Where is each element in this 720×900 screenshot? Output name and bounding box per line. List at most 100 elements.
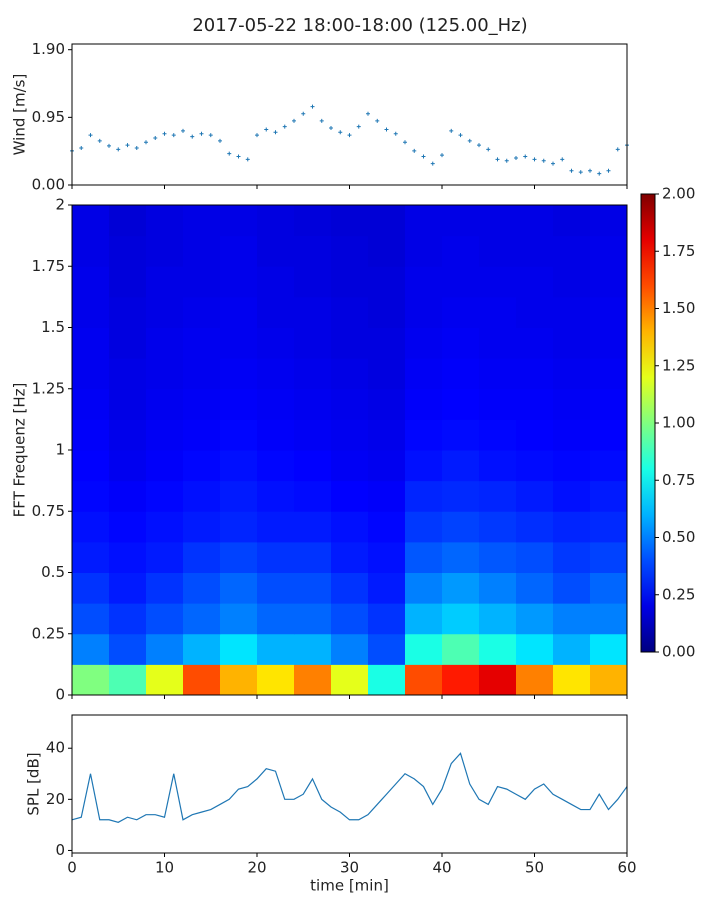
heatmap-cell (294, 541, 332, 573)
heatmap-cell (405, 266, 443, 298)
x-tick-label: 60 (617, 859, 636, 877)
heatmap-cell (220, 541, 258, 573)
heatmap-cell (183, 419, 221, 451)
heatmap-cell (257, 205, 295, 237)
heatmap-cell (294, 327, 332, 359)
wind-point (125, 143, 130, 148)
wind-point (588, 168, 592, 173)
heatmap-cell (516, 541, 554, 573)
heatmap-cell (257, 388, 295, 420)
heatmap-cell (368, 205, 406, 237)
wind-point (541, 158, 546, 163)
heatmap-cell (183, 572, 221, 604)
heatmap-cell (553, 541, 591, 573)
wind-point (421, 154, 426, 159)
heatmap-cell (442, 388, 480, 420)
heatmap-cell (553, 266, 591, 298)
heatmap-cell (590, 388, 628, 420)
heatmap-cell (516, 388, 554, 420)
wind-point (375, 118, 380, 123)
heatmap-cell (257, 327, 295, 359)
heatmap-cell (72, 664, 110, 696)
heatmap-cell (590, 266, 628, 298)
heatmap-cell (368, 388, 406, 420)
heatmap-cell (294, 450, 332, 482)
y-tick-label: 1.75 (32, 257, 65, 275)
heatmap-cell (146, 572, 184, 604)
heatmap-cell (146, 633, 184, 665)
heatmap-cell (220, 603, 258, 635)
x-tick-label: 40 (432, 859, 451, 877)
wind-point (255, 133, 259, 138)
heatmap-cell (220, 572, 258, 604)
wind-point (440, 153, 444, 158)
heatmap-cell (553, 603, 591, 635)
heatmap-cell (109, 419, 147, 451)
heatmap-cell (590, 603, 628, 635)
heatmap-cell (183, 296, 221, 328)
heatmap-cell (331, 327, 369, 359)
heatmap-cell (405, 235, 443, 267)
y-tick-label: 0 (55, 841, 65, 859)
heatmap-cell (294, 235, 332, 267)
heatmap-cell (590, 572, 628, 604)
y-tick-label: 20 (46, 790, 65, 808)
heatmap-cell (109, 480, 147, 512)
heatmap-cell (368, 633, 406, 665)
heatmap-cell (72, 388, 110, 420)
heatmap-cell (368, 235, 406, 267)
heatmap-cell (146, 266, 184, 298)
heatmap-cell (442, 603, 480, 635)
wind-point (597, 171, 602, 176)
wind-point (79, 145, 84, 150)
heatmap-cell (442, 205, 480, 237)
heatmap-cell (183, 450, 221, 482)
y-tick-label: 1.90 (32, 40, 65, 58)
heatmap-cell (479, 419, 517, 451)
heatmap-cell (405, 419, 443, 451)
heatmap-cell (331, 266, 369, 298)
heatmap-cell (220, 205, 258, 237)
heatmap-cell (368, 480, 406, 512)
wind-point (467, 138, 472, 143)
heatmap-cell (516, 664, 554, 696)
wind-point (366, 111, 370, 116)
y-tick-label: 1 (55, 441, 65, 459)
heatmap-cell (72, 419, 110, 451)
colorbar-tick-label: 1.00 (662, 414, 695, 432)
heatmap-cell (479, 388, 517, 420)
wind-point (523, 154, 528, 159)
heatmap-cell (442, 235, 480, 267)
heatmap-cell (109, 603, 147, 635)
heatmap-cell (442, 511, 480, 543)
heatmap-cell (553, 511, 591, 543)
heatmap-cell (590, 511, 628, 543)
heatmap-cell (553, 633, 591, 665)
wind-point (532, 157, 537, 162)
heatmap-cell (183, 511, 221, 543)
heatmap-cell (590, 450, 628, 482)
y-tick-label: 1.5 (41, 318, 65, 336)
heatmap-cell (405, 480, 443, 512)
heatmap-cell (220, 296, 258, 328)
heatmap-cell (368, 664, 406, 696)
heatmap-cell (331, 358, 369, 390)
heatmap-cell (146, 450, 184, 482)
heatmap-cell (183, 388, 221, 420)
wind-point (606, 168, 611, 173)
heatmap-cell (442, 541, 480, 573)
heatmap-cell (146, 480, 184, 512)
heatmap-cell (294, 419, 332, 451)
heatmap-cell (553, 450, 591, 482)
colorbar-tick-label: 2.00 (662, 185, 695, 203)
x-tick-label: 30 (340, 859, 359, 877)
heatmap-cell (405, 450, 443, 482)
heatmap-cell (553, 235, 591, 267)
heatmap-cell (331, 450, 369, 482)
wind-point (245, 157, 250, 162)
wind-point (218, 138, 222, 143)
heatmap-cell (294, 633, 332, 665)
wind-point (495, 157, 500, 162)
heatmap-cell (294, 266, 332, 298)
heatmap-cell (183, 633, 221, 665)
